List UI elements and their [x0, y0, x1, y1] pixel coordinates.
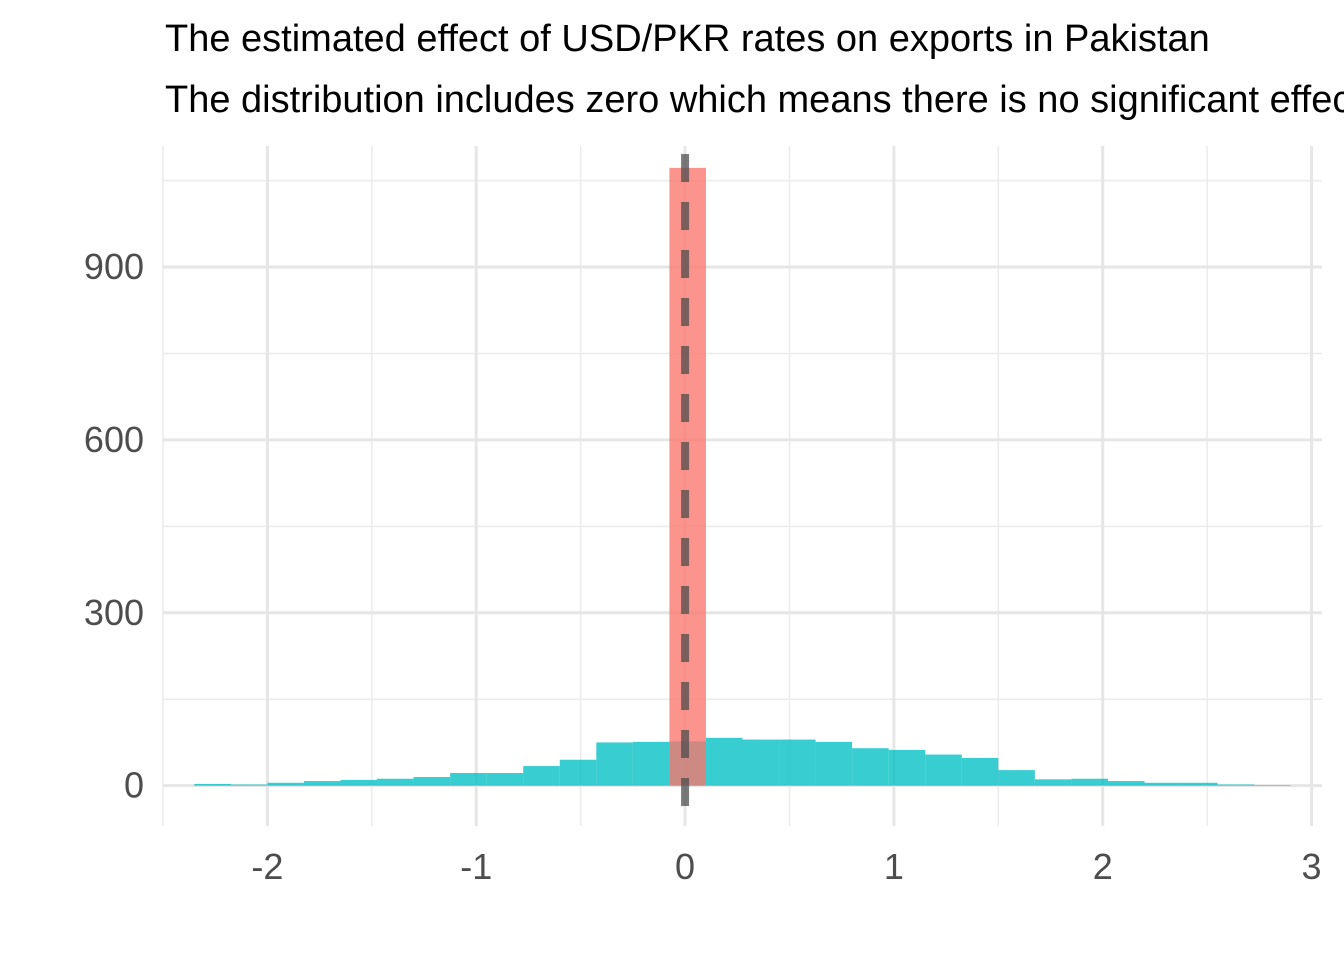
histogram-bar	[852, 748, 889, 786]
histogram-bar	[779, 739, 816, 786]
histogram-bar	[705, 737, 743, 786]
histogram-bar	[632, 741, 670, 786]
y-tick-label: 600	[84, 419, 144, 460]
histogram-bar	[925, 754, 962, 786]
y-tick-label: 0	[124, 765, 144, 806]
histogram-bar	[340, 779, 378, 786]
x-tick-label: 0	[675, 846, 695, 887]
y-tick-label: 300	[84, 592, 144, 633]
histogram-bar	[523, 766, 560, 786]
histogram-bar	[1107, 781, 1145, 786]
x-axis-ticks: -2 -1 0 1 2 3	[251, 846, 1321, 887]
histogram-bar	[1217, 784, 1255, 786]
x-tick-label: -1	[460, 846, 492, 887]
histogram-bar	[998, 770, 1035, 786]
histogram-bar	[742, 739, 780, 786]
y-axis-ticks: 0 300 600 900	[84, 246, 144, 806]
histogram-bar	[486, 772, 524, 786]
chart-title: The estimated effect of USD/PKR rates on…	[165, 18, 1210, 60]
x-tick-label: 3	[1302, 846, 1322, 887]
histogram-bar	[1144, 782, 1182, 786]
histogram-bars	[194, 167, 1291, 786]
minor-gridlines	[162, 146, 1322, 826]
histogram-bar	[559, 759, 597, 786]
histogram-bar	[303, 781, 341, 786]
chart-subtitle: The distribution includes zero which mea…	[165, 79, 1344, 121]
histogram-bar	[1181, 782, 1218, 786]
histogram-bar	[450, 772, 487, 786]
x-tick-label: 2	[1093, 846, 1113, 887]
histogram-bar	[230, 784, 268, 786]
histogram-bar	[596, 742, 633, 786]
histogram-bar	[1254, 785, 1291, 786]
histogram-bar	[888, 749, 926, 786]
histogram-bar	[961, 758, 999, 786]
histogram-bar	[194, 783, 231, 786]
histogram-bar	[377, 778, 414, 786]
histogram-bar	[267, 782, 304, 786]
histogram-bar	[815, 741, 853, 786]
x-tick-label: 1	[884, 846, 904, 887]
histogram-bar	[1071, 778, 1108, 786]
x-tick-label: -2	[251, 846, 283, 887]
major-gridlines	[163, 146, 1322, 826]
y-tick-label: 900	[84, 246, 144, 287]
histogram-bar	[413, 777, 451, 786]
histogram-bar	[1034, 779, 1072, 786]
